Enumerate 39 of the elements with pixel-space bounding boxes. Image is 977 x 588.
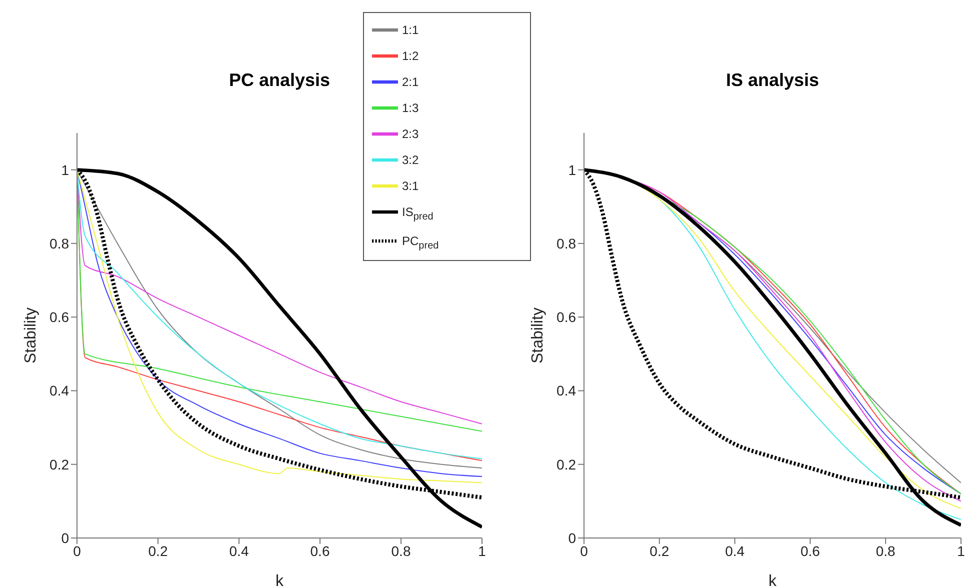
x-axis-title: k: [276, 573, 284, 588]
legend-label: 3:1: [402, 179, 419, 194]
x-tick-label: 0: [580, 542, 588, 559]
x-tick-label: 1: [478, 542, 486, 559]
legend-label: 2:3: [402, 127, 419, 142]
legend-label: IS$_{pred}$: [402, 205, 434, 223]
x-tick-label: 0: [73, 542, 82, 559]
y-tick-label: 0.8: [50, 235, 70, 252]
y-tick-label: 1: [61, 162, 70, 178]
legend-label: 1:2: [402, 49, 419, 64]
x-tick-label: 0.8: [876, 542, 896, 559]
y-axis-title: Stability: [530, 307, 547, 364]
x-tick-label: 0.4: [229, 542, 249, 559]
x-tick-label: 1: [957, 542, 966, 559]
legend-label: 1:1: [402, 23, 419, 38]
legend-label: 1:3: [402, 101, 419, 116]
y-tick-label: 0: [568, 530, 576, 546]
y-tick-label: 0.6: [556, 309, 576, 326]
y-tick-label: 0.2: [556, 456, 576, 472]
x-tick-label: 0.8: [391, 542, 411, 559]
legend-label: PC$_{pred}$: [402, 234, 439, 252]
x-tick-label: 0.6: [800, 542, 820, 559]
y-tick-label: 0.4: [50, 382, 70, 399]
legend-label: 3:2: [402, 153, 419, 168]
x-tick-label: 0.4: [725, 542, 745, 559]
y-tick-label: 0: [61, 530, 70, 546]
chart-title: IS analysis: [724, 70, 820, 91]
chart-title: PC analysis: [228, 70, 330, 90]
x-tick-label: 0.2: [650, 542, 670, 559]
y-tick-label: 0.8: [556, 235, 576, 252]
y-tick-label: 0.4: [556, 382, 576, 399]
y-tick-label: 1: [568, 162, 576, 178]
x-tick-label: 0.6: [310, 542, 330, 559]
legend-label: 2:1: [402, 75, 419, 90]
y-axis-title: Stability: [22, 307, 40, 364]
x-tick-label: 0.2: [148, 542, 168, 559]
x-axis-title: k: [768, 573, 778, 588]
y-tick-label: 0.2: [50, 456, 70, 472]
y-tick-label: 0.6: [50, 309, 70, 326]
